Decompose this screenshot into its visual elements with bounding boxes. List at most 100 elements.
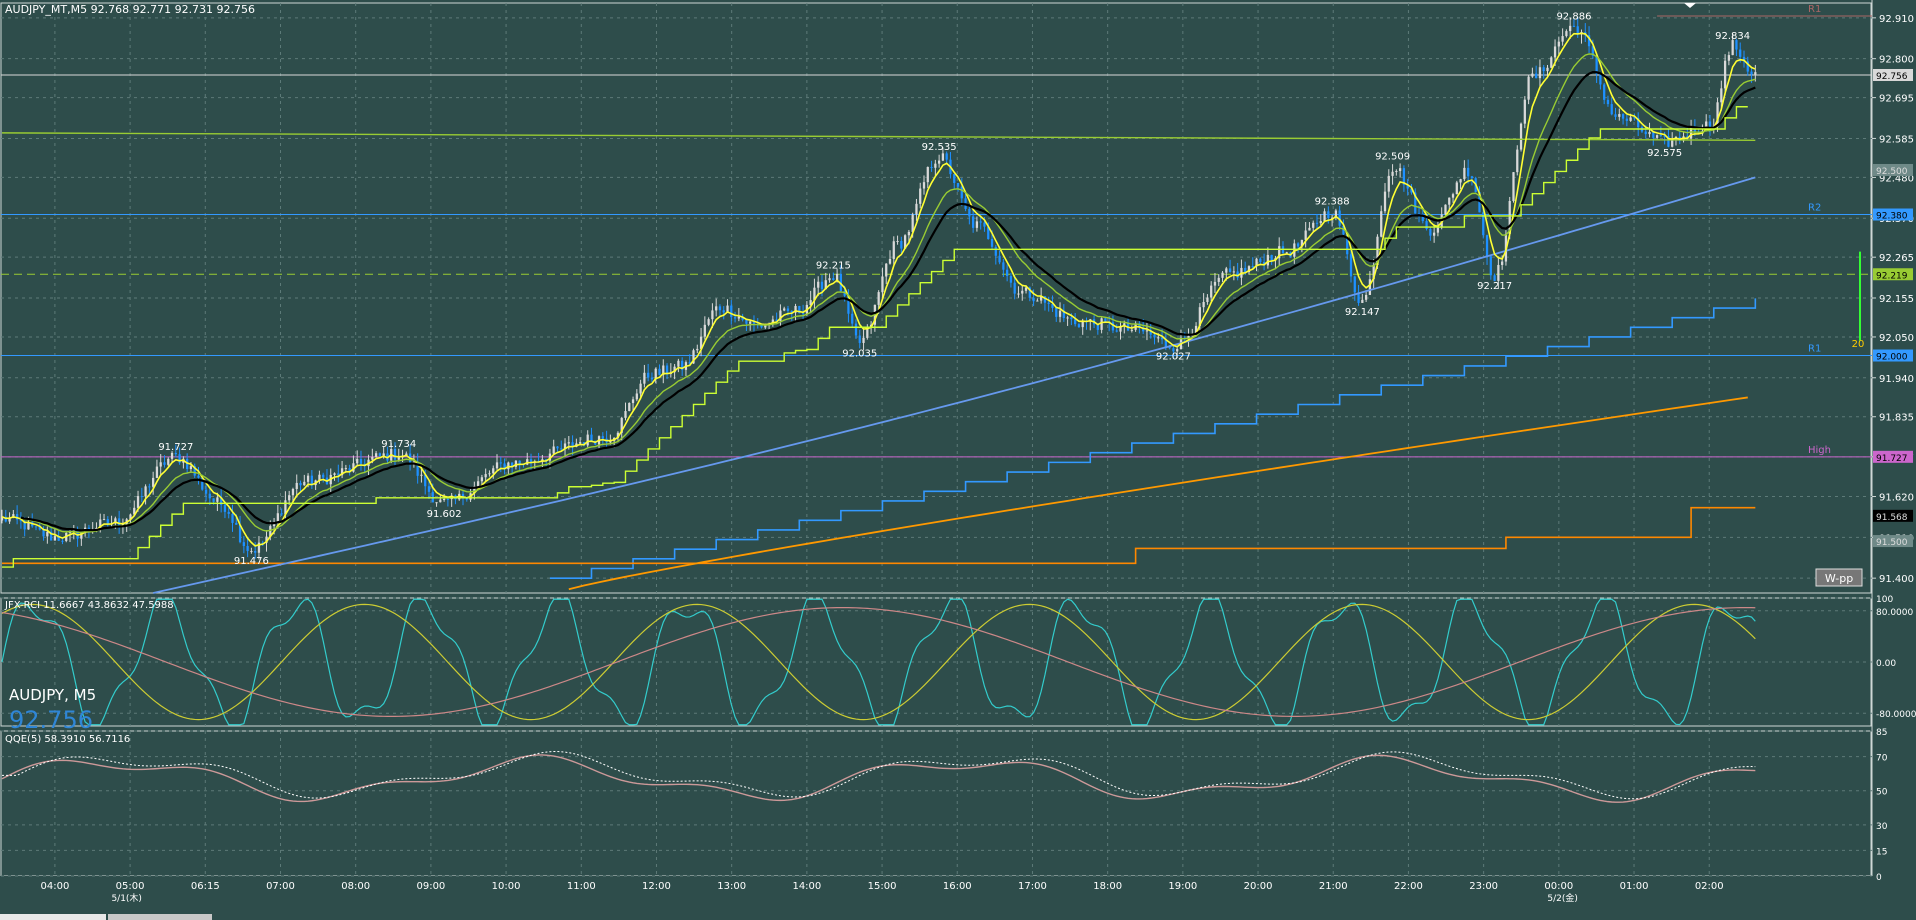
candle-body — [1720, 88, 1723, 103]
candle-body — [352, 463, 355, 472]
candle-body — [1648, 131, 1651, 135]
candle-body — [571, 442, 574, 447]
candle-body — [223, 504, 227, 512]
time-tick-label: 05:00 — [116, 881, 145, 892]
candle-body — [839, 273, 843, 291]
candle-body — [106, 519, 109, 525]
candle-body — [1531, 73, 1534, 77]
ma-green-line — [20, 53, 1756, 534]
candle-body — [737, 316, 740, 319]
candle-body — [1561, 36, 1564, 42]
candle-body — [1603, 84, 1606, 100]
qqe-panel[interactable] — [0, 730, 1872, 877]
candle-body — [1293, 243, 1296, 257]
candle-body — [1323, 211, 1326, 222]
candle-body — [1081, 321, 1084, 328]
candle-body — [1104, 318, 1107, 322]
candle-body — [238, 524, 242, 543]
chart-tab[interactable] — [0, 914, 106, 920]
candle-body — [851, 313, 854, 324]
candle-body — [1315, 222, 1319, 224]
price-label: 92.217 — [1477, 281, 1512, 292]
candle-body — [1157, 337, 1160, 339]
price-tag-label: 91.500 — [1876, 538, 1908, 548]
candle-body — [291, 488, 295, 496]
price-label: 91.602 — [427, 509, 462, 520]
candle-body — [476, 481, 480, 487]
candle-body — [1398, 168, 1402, 171]
candle-body — [681, 360, 684, 370]
candle-body — [1535, 73, 1538, 79]
candle-body — [155, 466, 159, 478]
candle-body — [34, 526, 38, 528]
candle-body — [832, 278, 835, 281]
candle-body — [1202, 302, 1205, 308]
candle-body — [148, 486, 151, 488]
candle-body — [926, 167, 929, 183]
candle-body — [310, 475, 313, 486]
candle-body — [514, 460, 518, 467]
candle-body — [212, 498, 215, 502]
candle-body — [741, 316, 744, 320]
time-tick-label: 11:00 — [567, 881, 596, 892]
candle-body — [1013, 282, 1016, 294]
candle-body — [340, 468, 344, 476]
chart-tab[interactable] — [108, 914, 212, 920]
candle-body — [1330, 217, 1334, 219]
candle-body — [1417, 213, 1421, 215]
candle-body — [1625, 118, 1628, 121]
price-tag — [1873, 535, 1913, 548]
candle-body — [828, 278, 831, 281]
candle-body — [1591, 46, 1594, 56]
candle-body — [1296, 243, 1300, 247]
candle-body — [61, 540, 64, 542]
time-tick-label: 07:00 — [266, 881, 295, 892]
candle-body — [790, 310, 793, 313]
time-tick-label: 16:00 — [943, 881, 972, 892]
candle-body — [616, 432, 620, 438]
candle-body — [499, 462, 502, 464]
candle-body — [503, 463, 506, 470]
candle-body — [1629, 117, 1632, 121]
candle-body — [1342, 225, 1345, 235]
candle-body — [665, 365, 669, 374]
candle-body — [745, 319, 748, 324]
w-pp-button[interactable] — [1815, 568, 1863, 587]
candle-body — [204, 489, 208, 494]
candle-body — [911, 214, 914, 232]
candle-body — [1357, 292, 1360, 303]
candle-body — [662, 365, 665, 375]
candle-body — [1047, 302, 1050, 304]
candle-body — [1550, 57, 1553, 68]
candle-body — [1606, 99, 1610, 105]
candle-body — [635, 393, 638, 400]
candle-body — [760, 324, 763, 328]
date-label: 5/1(木) — [111, 892, 142, 904]
candle-body — [250, 551, 253, 553]
candle-body — [1569, 25, 1572, 32]
candle-body — [136, 496, 140, 508]
candle-body — [987, 226, 990, 239]
candle-body — [1708, 121, 1712, 130]
pivot-step-line — [549, 298, 1757, 579]
candle-body — [140, 496, 143, 498]
candle-body — [1637, 118, 1640, 128]
candle-body — [1217, 277, 1220, 282]
candle-body — [854, 323, 858, 336]
candle-body — [1070, 317, 1073, 320]
candle-body — [1123, 323, 1126, 327]
candle-body — [1655, 135, 1659, 138]
candle-body — [1251, 266, 1254, 268]
time-tick-label: 09:00 — [416, 881, 445, 892]
candle-body — [847, 295, 850, 314]
time-tick-label: 21:00 — [1319, 881, 1348, 892]
price-tag-label: 91.568 — [1876, 513, 1908, 523]
candle-body — [197, 475, 200, 478]
candle-body — [1467, 167, 1470, 177]
candle-body — [23, 521, 26, 530]
candle-body — [1164, 339, 1167, 347]
time-tick-label: 10:00 — [492, 881, 521, 892]
candle-body — [722, 310, 725, 313]
candle-body — [261, 542, 264, 544]
